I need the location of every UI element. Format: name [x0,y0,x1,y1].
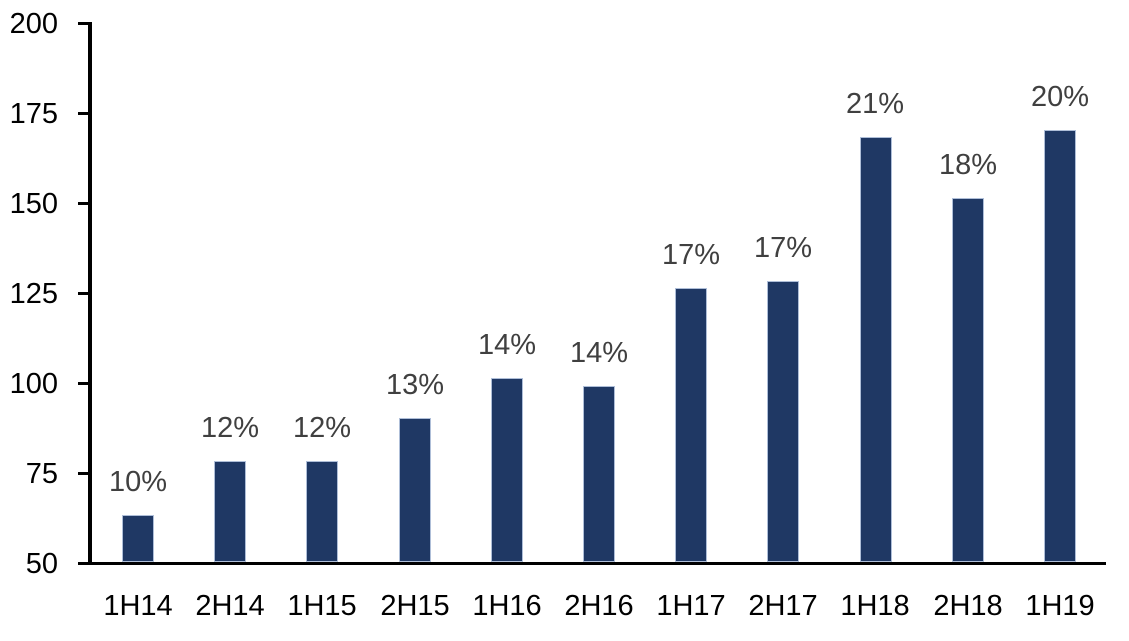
bar-value-label: 10% [108,466,168,498]
y-tick-label: 100 [9,368,58,400]
y-tick-mark [78,472,88,475]
y-tick-mark [78,382,88,385]
y-tick-mark [78,202,88,205]
bar [122,515,154,562]
x-tick-label: 1H18 [840,590,910,622]
x-tick-label: 2H17 [748,590,818,622]
bar [214,461,246,562]
x-tick-label: 1H16 [472,590,542,622]
bar-value-label: 21% [845,88,905,120]
x-tick-label: 1H15 [287,590,357,622]
bar [1044,130,1076,562]
bar-value-label: 20% [1030,81,1090,113]
y-tick-mark [78,112,88,115]
bar [399,418,431,562]
bar [491,378,523,562]
y-tick-label: 150 [9,188,58,220]
bar [583,386,615,562]
bar [767,281,799,562]
y-axis-line [88,22,92,565]
y-tick-label: 75 [25,458,58,490]
bar-value-label: 17% [753,232,813,264]
x-tick-label: 1H14 [103,590,173,622]
x-tick-label: 2H16 [564,590,634,622]
x-tick-label: 2H14 [195,590,265,622]
bar [306,461,338,562]
y-tick-label: 175 [9,98,58,130]
bar-value-label: 18% [938,149,998,181]
x-tick-label: 1H17 [656,590,726,622]
bar-value-label: 14% [569,337,629,369]
bar-value-label: 12% [200,412,260,444]
bar [952,198,984,562]
y-tick-label: 50 [25,548,58,580]
x-tick-label: 1H19 [1025,590,1095,622]
bar-value-label: 13% [385,369,445,401]
bar-value-label: 17% [661,239,721,271]
y-tick-label: 125 [9,278,58,310]
x-axis-line [78,562,1106,565]
x-tick-label: 2H18 [933,590,1003,622]
y-tick-mark [78,22,88,25]
y-tick-mark [78,292,88,295]
bar-value-label: 12% [292,412,352,444]
x-tick-label: 2H15 [380,590,450,622]
bar [860,137,892,562]
y-tick-label: 200 [9,8,58,40]
bar [675,288,707,562]
bar-value-label: 14% [477,329,537,361]
